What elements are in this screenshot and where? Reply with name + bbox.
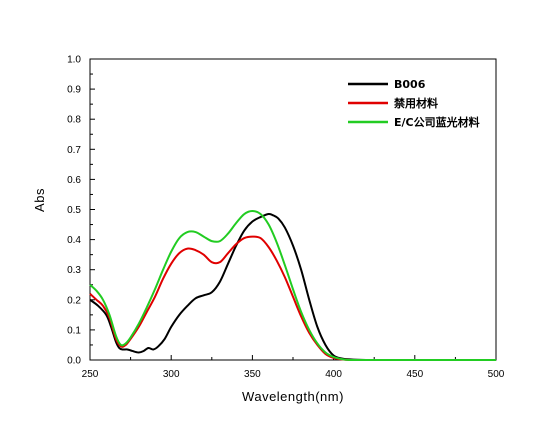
y-tick-label: 0.1 — [67, 325, 81, 336]
legend-label-b006: B006 — [394, 78, 426, 91]
x-tick-label: 350 — [244, 369, 261, 380]
y-tick-label: 0.3 — [67, 265, 81, 276]
x-axis-title: Wavelength(nm) — [242, 389, 344, 404]
y-tick-label: 0.8 — [67, 115, 81, 126]
y-tick-label: 0.6 — [67, 175, 81, 186]
x-tick-label: 400 — [325, 369, 342, 380]
y-tick-label: 0.9 — [67, 85, 81, 96]
x-tick-label: 450 — [406, 369, 423, 380]
legend-label-banned-material: 禁用材料 — [394, 96, 438, 110]
y-axis-title: Abs — [32, 188, 47, 212]
y-tick-label: 0.5 — [67, 205, 81, 216]
x-tick-label: 300 — [163, 369, 180, 380]
x-tick-label: 500 — [488, 369, 505, 380]
x-tick-label: 250 — [82, 369, 99, 380]
y-tick-label: 0.0 — [67, 356, 81, 367]
series-layer — [89, 210, 496, 362]
y-tick-label: 1.0 — [67, 55, 81, 66]
series-line-0 — [89, 212, 496, 362]
y-tick-label: 0.7 — [67, 145, 81, 156]
series-line-2 — [89, 210, 496, 362]
x-axis: 250 300 350 400 450 500 — [82, 355, 505, 380]
y-tick-label: 0.4 — [67, 235, 81, 246]
y-tick-label: 0.2 — [67, 295, 81, 306]
legend: B006 禁用材料 E/C公司蓝光材料 — [348, 78, 480, 129]
legend-label-ec-blue-material: E/C公司蓝光材料 — [394, 115, 480, 129]
series-line-1 — [89, 235, 496, 362]
y-axis: 0.0 0.1 0.2 0.3 0.4 0.5 0.6 0.7 0.8 0.9 1.0 — [67, 55, 95, 367]
